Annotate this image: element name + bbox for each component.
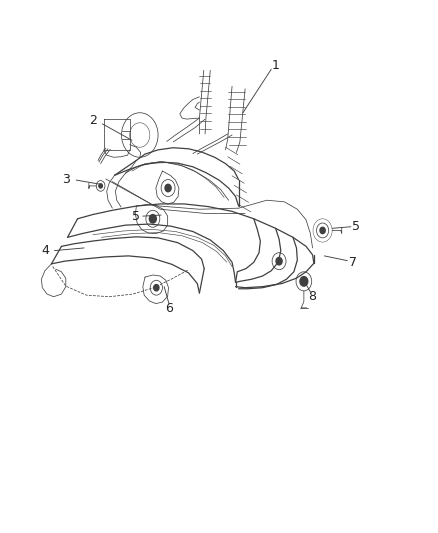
Circle shape	[99, 184, 102, 188]
Circle shape	[276, 257, 282, 265]
Text: 5: 5	[352, 220, 360, 233]
Circle shape	[300, 277, 308, 286]
Text: 5: 5	[132, 209, 140, 223]
Circle shape	[154, 285, 159, 291]
Circle shape	[320, 227, 325, 233]
Circle shape	[165, 184, 171, 192]
Text: 3: 3	[62, 173, 70, 185]
Text: 4: 4	[41, 244, 49, 257]
Text: 2: 2	[89, 114, 97, 127]
Text: 7: 7	[349, 256, 357, 269]
Text: 1: 1	[272, 59, 279, 71]
Circle shape	[149, 215, 156, 223]
Text: 6: 6	[165, 302, 173, 316]
Text: 8: 8	[309, 290, 317, 303]
